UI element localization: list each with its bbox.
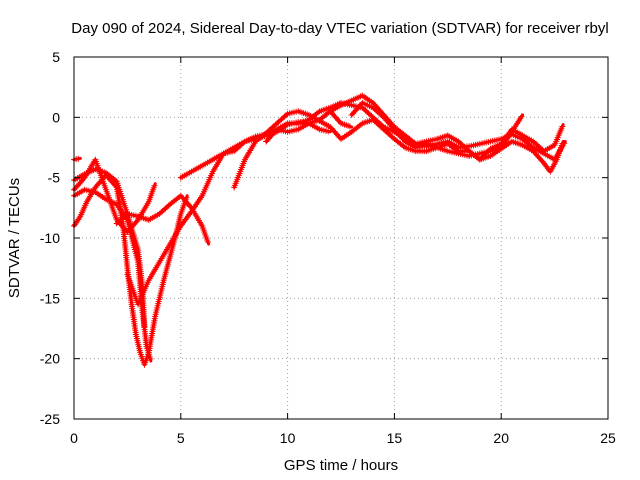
y-axis-label: SDTVAR / TECUs	[6, 178, 23, 298]
y-tick-label: 0	[52, 109, 60, 125]
series-markers	[348, 99, 566, 175]
series-trace-2	[71, 155, 82, 163]
chart-title: Day 090 of 2024, Sidereal Day-to-day VTE…	[71, 20, 608, 37]
x-tick-label: 25	[600, 430, 616, 446]
series-trace-8	[177, 108, 354, 181]
series-trace-12	[348, 99, 566, 175]
grid-lines	[74, 57, 608, 419]
data-series	[71, 92, 568, 368]
x-tick-label: 15	[387, 430, 403, 446]
y-tick-label: -10	[40, 230, 60, 246]
y-tick-label: -20	[40, 351, 60, 367]
series-markers	[263, 99, 568, 163]
axis-ticks	[73, 56, 609, 420]
y-tick-label: -25	[40, 411, 60, 427]
x-tick-label: 20	[493, 430, 509, 446]
series-line	[179, 109, 354, 180]
x-tick-labels: 0 5 10 15 20 25	[70, 430, 616, 446]
x-tick-label: 10	[280, 430, 296, 446]
y-tick-label: 5	[52, 49, 60, 65]
series-markers	[113, 192, 211, 246]
series-trace-6	[113, 192, 211, 246]
series-trace-10	[263, 99, 568, 163]
y-tick-label: -5	[48, 170, 61, 186]
y-tick-label: -15	[40, 290, 60, 306]
x-tick-label: 0	[70, 430, 78, 446]
x-tick-label: 5	[177, 430, 185, 446]
series-markers	[71, 155, 82, 163]
y-tick-labels: 5 0 -5 -10 -15 -20 -25	[40, 49, 60, 427]
series-markers	[177, 108, 353, 181]
x-axis-label: GPS time / hours	[284, 457, 398, 474]
